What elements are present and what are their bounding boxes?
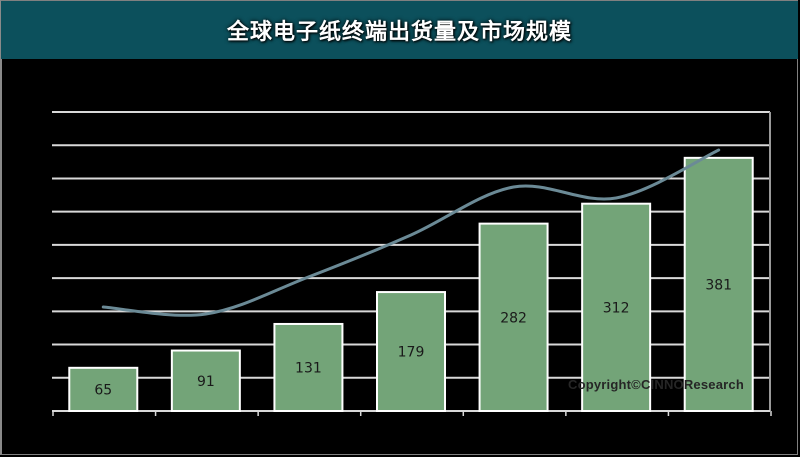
bar-value-label: 91 [197,374,215,390]
market-size-line [101,148,721,317]
bar-value-label: 381 [705,277,732,293]
bar [376,291,446,413]
bar-value-label: 312 [603,300,630,316]
bar [273,322,344,412]
copyright-watermark: Copyright©CINNOResearch [568,377,744,392]
bar [581,202,652,412]
bar-value-label: 179 [398,345,425,361]
bar-value-label: 65 [94,382,112,398]
title-bar: 全球电子纸终端出货量及市场规模 [1,1,798,59]
bar [683,156,754,412]
bar [478,222,549,412]
bar-value-label: 282 [500,310,527,326]
chart-title: 全球电子纸终端出货量及市场规模 [226,20,572,45]
bar [68,366,139,412]
bar [170,349,241,412]
bar-value-label: 131 [295,360,322,376]
